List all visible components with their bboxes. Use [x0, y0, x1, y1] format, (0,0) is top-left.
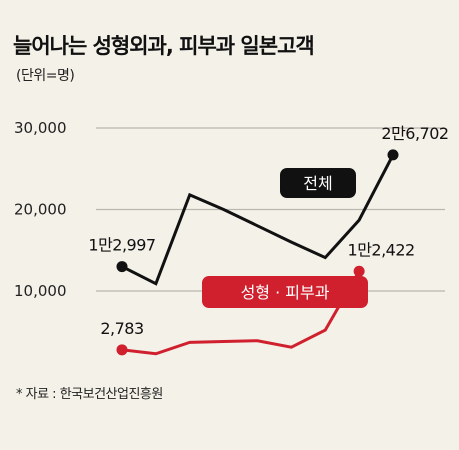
legend-swatch	[280, 168, 356, 198]
y-tick-label: 20,000	[14, 201, 67, 219]
y-tick-label: 10,000	[14, 282, 67, 300]
source-note: * 자료 : 한국보건산업진흥원	[16, 387, 163, 402]
series-line	[120, 153, 395, 286]
grid: 30,000 20,000 10,000	[14, 119, 445, 300]
legend-tag: 전체	[280, 168, 356, 198]
data-point	[353, 265, 365, 277]
data-point	[116, 344, 128, 356]
data-label: 2만6,702	[381, 124, 448, 143]
unit-label: (단위=명)	[16, 68, 75, 84]
chart-title: 늘어나는 성형외과, 피부과 일본고객	[13, 34, 315, 58]
series-lines: 1만2,997 2만6,702 2,783 1만2,422	[88, 124, 449, 356]
legend-label: 성형 · 피부과	[241, 283, 330, 302]
legend-swatch	[202, 276, 368, 308]
data-point	[387, 149, 399, 161]
data-point	[116, 261, 128, 273]
data-label: 1만2,997	[88, 236, 155, 255]
legend-label: 전체	[303, 174, 332, 193]
data-label: 2,783	[100, 319, 143, 338]
data-label: 1만2,422	[348, 240, 415, 259]
y-tick-label: 30,000	[14, 119, 67, 137]
series-line	[120, 269, 361, 356]
legend-tag: 성형 · 피부과	[202, 276, 368, 308]
